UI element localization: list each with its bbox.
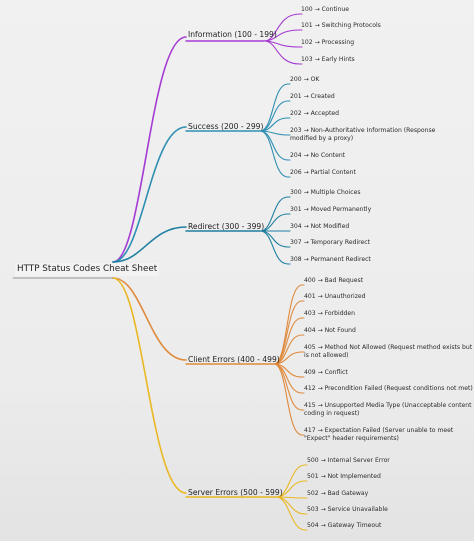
leaf-206: 206 → Partial Content <box>290 169 356 176</box>
category-redirect-label: Redirect (300 - 399) <box>188 222 265 231</box>
leaf-409: 409 → Conflict <box>304 369 348 376</box>
leaf-502: 502 → Bad Gateway <box>307 490 369 497</box>
leaf-304: 304 → Not Modified <box>290 223 350 230</box>
connector-category-1-leaf-5 <box>259 130 289 178</box>
connector-root-to-category-2 <box>112 226 187 263</box>
connector-category-1-leaf-0 <box>259 83 289 132</box>
connector-category-2-leaf-3 <box>259 230 289 248</box>
category-server-errors-label: Server Errors (500 - 599) <box>188 488 283 497</box>
connector-category-4-leaf-0 <box>275 464 306 498</box>
leaf-501: 501 → Not Implemented <box>307 473 381 480</box>
leaf-504: 504 → Gateway Timeout <box>307 522 382 529</box>
leaf-307: 307 → Temporary Redirect <box>290 239 370 246</box>
leaf-301: 301 → Moved Permanently <box>290 206 372 213</box>
connector-root-to-category-0 <box>112 36 187 263</box>
leaf-204: 204 → No Content <box>290 152 346 159</box>
leaf-401: 401 → Unauthorized <box>304 293 366 300</box>
connector-category-1-leaf-1 <box>259 100 289 132</box>
leaf-415: 415 → Unsupported Media Type (Unacceptab… <box>304 402 472 417</box>
leaf-417: 417 → Expectation Failed (Server unable … <box>304 427 454 442</box>
leaf-203: 203 → Non-Authoritative Information (Res… <box>290 127 436 142</box>
leaf-300: 300 → Multiple Choices <box>290 189 361 196</box>
leaf-503: 503 → Service Unavailable <box>307 506 388 513</box>
leaf-500: 500 → Internal Server Error <box>307 457 390 464</box>
connector-category-2-leaf-4 <box>259 230 289 265</box>
connector-category-0-leaf-3 <box>263 40 301 65</box>
connector-category-4-leaf-4 <box>275 496 306 531</box>
leaf-400: 400 → Bad Request <box>304 277 364 284</box>
leaf-403: 403 → Forbidden <box>304 310 356 317</box>
connector-root-to-category-4 <box>112 277 187 494</box>
leaf-201: 201 → Created <box>290 93 335 100</box>
leaf-404: 404 → Not Found <box>304 327 356 334</box>
leaf-200: 200 → OK <box>290 76 320 83</box>
category-success-label: Success (200 - 299) <box>188 122 264 131</box>
leaf-202: 202 → Accepted <box>290 110 339 117</box>
leaf-101: 101 → Switching Protocols <box>301 22 381 29</box>
category-information-label: Information (100 - 199) <box>188 30 277 39</box>
category-client-errors-label: Client Errors (400 - 499) <box>188 355 280 364</box>
root-node-label: HTTP Status Codes Cheat Sheet <box>15 263 160 276</box>
connector-category-3-leaf-8 <box>273 363 303 436</box>
leaf-102: 102 → Processing <box>301 39 355 46</box>
connector-category-3-leaf-2 <box>273 317 303 365</box>
leaf-100: 100 → Continue <box>301 6 350 13</box>
leaf-412: 412 → Precondition Failed (Request condi… <box>304 385 473 392</box>
connector-category-4-leaf-3 <box>275 496 306 515</box>
connector-root-to-category-1 <box>112 126 187 263</box>
connector-category-3-leaf-4 <box>273 351 303 365</box>
leaf-308: 308 → Permanent Redirect <box>290 256 371 263</box>
leaf-103: 103 → Early Hints <box>301 56 355 63</box>
leaf-405: 405 → Method Not Allowed (Request method… <box>304 344 473 359</box>
connector-category-3-leaf-3 <box>273 334 303 365</box>
connector-root-to-category-3 <box>112 277 187 361</box>
